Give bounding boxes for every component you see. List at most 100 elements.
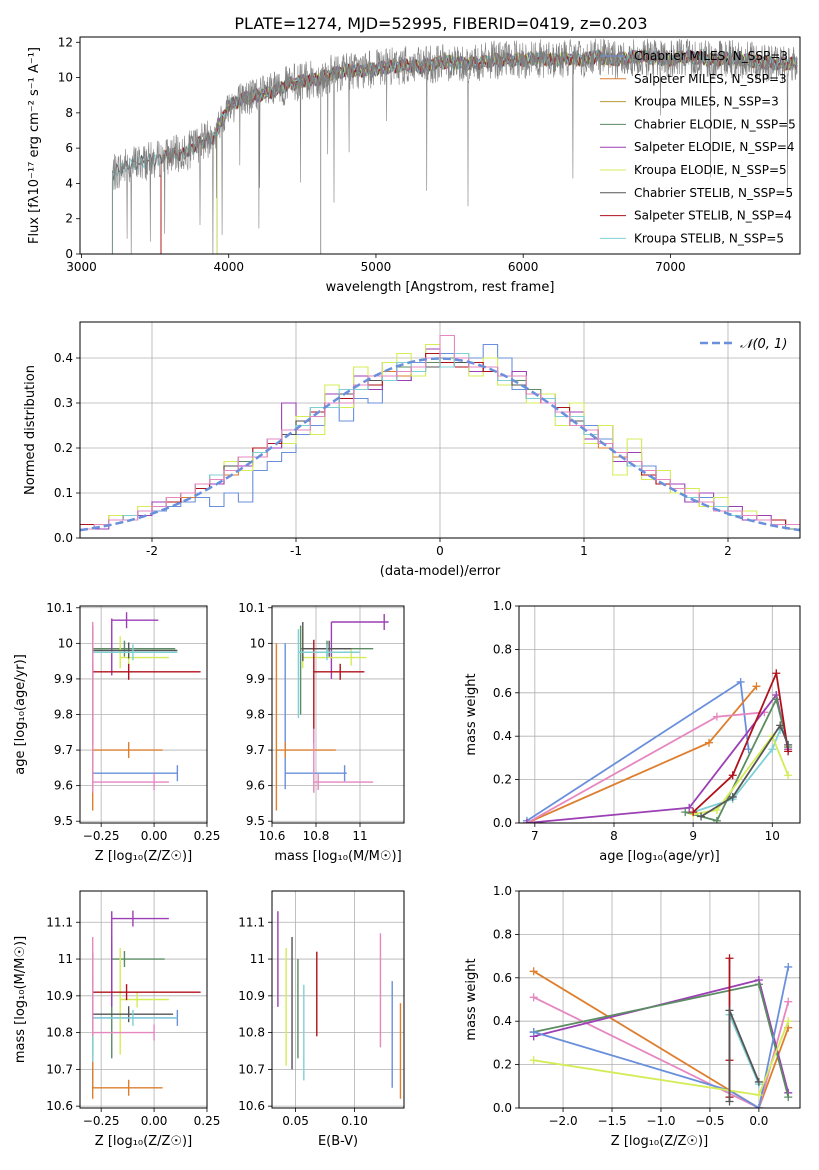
x-axis-label: Z [log₁₀(Z/Z☉)] (95, 849, 192, 864)
y-tick-label: 0.6 (493, 686, 512, 700)
model-line (160, 49, 798, 254)
y-tick-label: 9.8 (54, 708, 73, 722)
weight-series (697, 721, 793, 821)
y-tick-label: 0.2 (54, 441, 73, 455)
y-tick-label: 0.2 (493, 773, 512, 787)
y-tick-label: 10 (250, 636, 265, 650)
plot-area (519, 891, 800, 1108)
y-tick-label: 10 (58, 636, 73, 650)
plot-area (80, 891, 207, 1108)
legend-label: Kroupa STELIB, N_SSP=5 (634, 231, 784, 245)
point-marker (725, 1097, 734, 1106)
x-tick-label: −0.5 (695, 1114, 724, 1128)
y-tick-label: 0.8 (493, 642, 512, 656)
y-tick-label: 0.8 (493, 927, 512, 941)
errorbar-point (275, 643, 336, 811)
point-marker (704, 738, 713, 747)
y-tick-label: 9.6 (54, 779, 73, 793)
panel-mass-vs-ebv: 0.05 0.10 10.6 10.7 10.8 10.9 11 11.1 E(B-V) (238, 890, 405, 1149)
x-tick-label: 10.6 (259, 829, 286, 843)
errorbar-point (91, 625, 176, 722)
y-axis-label: age [log₁₀(age/yr)] (13, 654, 28, 775)
point-marker (736, 677, 745, 686)
plot-area (519, 606, 800, 823)
panel-spectrum: 3000 4000 5000 6000 7000 0 2 4 6 8 10 12 wavelength … (27, 35, 801, 295)
point-marker (712, 816, 721, 823)
weight-line (728, 1014, 760, 1098)
errorbar-point (91, 728, 163, 811)
y-tick-label: 8 (65, 106, 73, 120)
errorbar-point (119, 948, 169, 1055)
axes-frame (271, 605, 405, 824)
errorbar-point (91, 1032, 163, 1099)
y-tick-label: 11.1 (46, 915, 73, 929)
errorbar-point (91, 951, 201, 1037)
point-marker (728, 792, 737, 801)
x-tick-label: 0.0 (749, 1114, 768, 1128)
point-marker (772, 669, 781, 678)
x-tick-label: 7 (531, 829, 539, 843)
point-marker (776, 721, 785, 730)
figure-title: PLATE=1274, MJD=52995, FIBERID=0419, z=0… (234, 14, 647, 33)
point-marker (725, 954, 734, 963)
y-tick-label: 6 (65, 141, 73, 155)
panel-residuals: -2 -1 0 1 2 0.0 0.1 0.2 0.3 0.4 (data-model)/error… (23, 321, 801, 579)
legend-label: Kroupa ELODIE, N_SSP=5 (634, 163, 787, 177)
y-tick-label: 10.1 (46, 601, 73, 615)
y-tick-label: 10.6 (46, 1099, 73, 1113)
legend-label: Salpeter STELIB, N_SSP=4 (634, 209, 792, 223)
y-tick-label: 4 (65, 176, 73, 190)
x-tick-label: 0.10 (341, 1114, 368, 1128)
axes-frame (518, 605, 801, 824)
panel-age-vs-mass: 10.6 10.8 11 9.5 9.6 9.7 9.8 9.9 10 10.1 mass [log… (238, 601, 405, 864)
weight-line (692, 734, 789, 816)
legend-label: Salpeter MILES, N_SSP=3 (634, 72, 787, 86)
y-tick-label: 0.3 (54, 396, 73, 410)
errorbar-point (111, 612, 159, 676)
x-tick-label: -1 (290, 544, 302, 558)
errorbar-point (330, 614, 389, 679)
panel-mass-vs-Z: −0.25 0.00 0.25 10.6 10.7 10.8 10.9 11 11.1 Z [lo… (13, 890, 221, 1149)
y-tick-label: 9.9 (54, 672, 73, 686)
axes-frame (79, 890, 208, 1109)
y-axis-label: mass weight (464, 958, 479, 1040)
x-axis-label: (data-model)/error (380, 564, 501, 579)
axes-frame (271, 890, 405, 1109)
y-tick-label: 9.7 (246, 743, 265, 757)
x-tick-label: 0.25 (194, 829, 221, 843)
y-tick-label: 10.9 (46, 989, 73, 1003)
weight-line (533, 996, 790, 1108)
x-tick-label: 4000 (213, 260, 244, 274)
point-marker (754, 980, 763, 989)
y-tick-label: 1.0 (493, 884, 512, 898)
point-marker (784, 1093, 793, 1102)
point-marker (728, 771, 737, 780)
y-axis-label: mass [log₁₀(M/M☉)] (13, 936, 28, 1063)
y-tick-label: 1.0 (493, 599, 512, 613)
y-tick-label: 0.0 (493, 816, 512, 830)
legend-label: Kroupa MILES, N_SSP=3 (634, 95, 779, 109)
x-axis-label: wavelength [Angstrom, rest frame] (326, 280, 555, 295)
panel-weight-vs-age: 7 8 9 10 0.0 0.2 0.4 0.6 0.8 1.0 age [log₁₀(age/yr… (464, 599, 801, 864)
plot-area (272, 606, 404, 823)
errorbar-point (284, 643, 347, 790)
y-tick-label: 0.4 (493, 1014, 512, 1028)
x-axis-label: mass [log₁₀(M/M☉)] (274, 849, 401, 864)
point-marker (697, 812, 706, 821)
y-tick-label: 10.7 (238, 1062, 265, 1076)
x-tick-label: 9 (689, 829, 697, 843)
point-marker (768, 745, 777, 754)
errorbar-point (91, 622, 169, 793)
x-tick-label: −1.5 (597, 1114, 626, 1128)
errorbar-point (91, 936, 155, 1041)
point-marker (754, 1104, 763, 1108)
x-tick-label: 3000 (66, 260, 97, 274)
point-marker (685, 803, 694, 812)
x-axis-label: Z [log₁₀(Z/Z☉)] (611, 1134, 708, 1149)
y-tick-label: 10 (58, 71, 73, 85)
y-tick-label: 0 (65, 247, 73, 261)
y-tick-label: 9.8 (246, 708, 265, 722)
y-tick-label: 0.4 (493, 729, 512, 743)
x-tick-label: 0.25 (194, 1114, 221, 1128)
